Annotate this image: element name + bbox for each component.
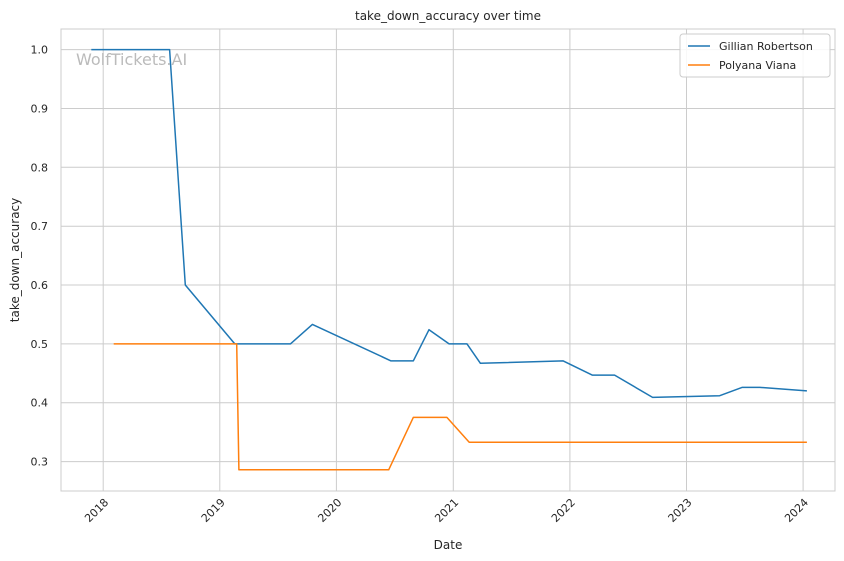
series-lines (91, 48, 807, 471)
y-tick-label: 0.9 (31, 103, 49, 116)
plot-area (60, 28, 836, 492)
x-axis-title: Date (434, 538, 463, 552)
chart-title: take_down_accuracy over time (355, 9, 541, 23)
y-tick-label: 0.4 (31, 397, 49, 410)
y-tick-label: 0.3 (31, 456, 49, 469)
y-tick-label: 0.8 (31, 161, 49, 174)
watermark-text: WolfTickets.AI (76, 50, 187, 69)
legend-label-series-2: Polyana Viana (719, 59, 796, 72)
legend: Gillian Robertson Polyana Viana (679, 33, 831, 78)
y-tick-label: 0.6 (31, 279, 49, 292)
legend-label-series-1: Gillian Robertson (719, 40, 813, 53)
y-axis-title: take_down_accuracy (8, 198, 22, 322)
y-tick-label: 0.5 (31, 338, 49, 351)
y-axis-ticks: 0.3 0.4 0.5 0.6 0.7 0.8 0.9 1.0 (31, 44, 49, 469)
series-line-2 (113, 343, 807, 471)
y-tick-label: 0.7 (31, 220, 49, 233)
series-line-1 (91, 48, 807, 399)
legend-box (679, 33, 831, 78)
y-tick-label: 1.0 (31, 44, 49, 57)
